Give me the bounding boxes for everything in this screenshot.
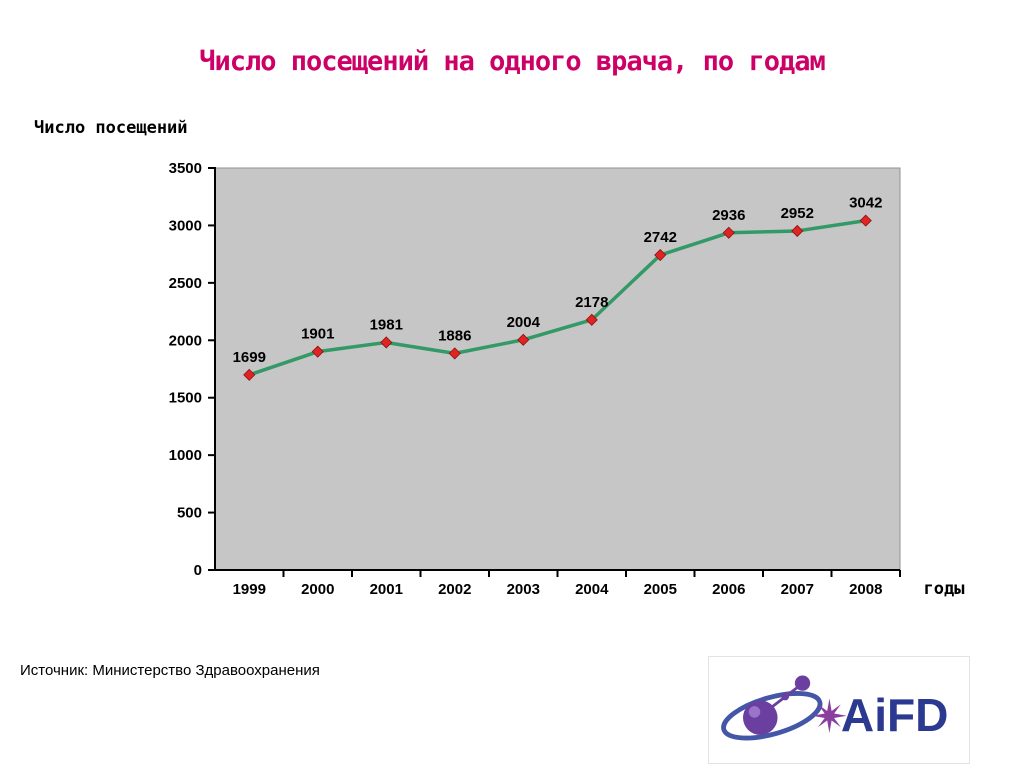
data-point-marker bbox=[859, 214, 872, 227]
data-point-label: 1886 bbox=[438, 327, 471, 344]
aifd-logo: AiFD bbox=[708, 656, 970, 764]
data-point-label: 1901 bbox=[301, 326, 334, 343]
planet-orbit-icon bbox=[721, 675, 847, 741]
y-axis-title: Число посещений bbox=[34, 118, 188, 138]
x-tick-label: 2004 bbox=[575, 581, 609, 598]
x-tick-label: 2000 bbox=[301, 581, 334, 598]
y-tick-label: 0 bbox=[194, 562, 202, 579]
data-point-label: 2742 bbox=[644, 229, 677, 246]
source-note: Источник: Министерство Здравоохранения bbox=[20, 662, 320, 679]
star-icon bbox=[812, 698, 847, 734]
data-point-label: 2178 bbox=[575, 294, 608, 311]
y-tick-label: 3500 bbox=[169, 160, 202, 177]
plot-area bbox=[214, 167, 901, 571]
y-tick-label: 1500 bbox=[169, 390, 202, 407]
data-point-marker bbox=[517, 333, 530, 346]
data-point-marker bbox=[791, 224, 804, 238]
y-tick-label: 2000 bbox=[169, 332, 202, 349]
aifd-logo-graphic: AiFD bbox=[721, 675, 949, 741]
data-point-label: 1981 bbox=[370, 316, 403, 333]
x-tick-label: 2008 bbox=[849, 581, 882, 598]
data-point-marker bbox=[722, 226, 735, 239]
data-point-label: 1699 bbox=[233, 349, 266, 366]
y-tick-label: 2500 bbox=[169, 275, 202, 292]
x-tick-label: 2001 bbox=[370, 581, 403, 598]
data-point-label: 2952 bbox=[781, 205, 814, 222]
data-point-marker bbox=[380, 336, 393, 349]
data-point-marker bbox=[585, 313, 598, 326]
series-line bbox=[247, 218, 868, 377]
data-point-marker bbox=[311, 345, 324, 358]
data-point-marker bbox=[448, 347, 461, 360]
y-tick-label: 3000 bbox=[169, 217, 202, 234]
logo-text: AiFD bbox=[841, 689, 949, 741]
data-point-label: 3042 bbox=[849, 195, 882, 212]
data-point-label: 2936 bbox=[712, 207, 745, 224]
y-tick-label: 1000 bbox=[169, 447, 202, 464]
x-tick-label: 1999 bbox=[233, 581, 266, 598]
x-tick-label: 2003 bbox=[507, 581, 540, 598]
x-tick-label: 2007 bbox=[781, 581, 814, 598]
x-tick-label: 2005 bbox=[644, 581, 677, 598]
y-tick-label: 500 bbox=[177, 505, 202, 522]
x-axis-title: годы bbox=[924, 579, 965, 599]
data-point-marker bbox=[654, 248, 667, 262]
data-point-label: 2004 bbox=[507, 314, 541, 331]
x-tick-label: 2002 bbox=[438, 581, 471, 598]
x-tick-label: 2006 bbox=[712, 581, 745, 598]
chart-title: Число посещений на одного врача, по года… bbox=[199, 46, 825, 77]
data-point-marker bbox=[243, 368, 256, 381]
line-chart: годы 0 500 1000 1500 2000 2500 3000 3500 1999 200… bbox=[169, 160, 965, 599]
